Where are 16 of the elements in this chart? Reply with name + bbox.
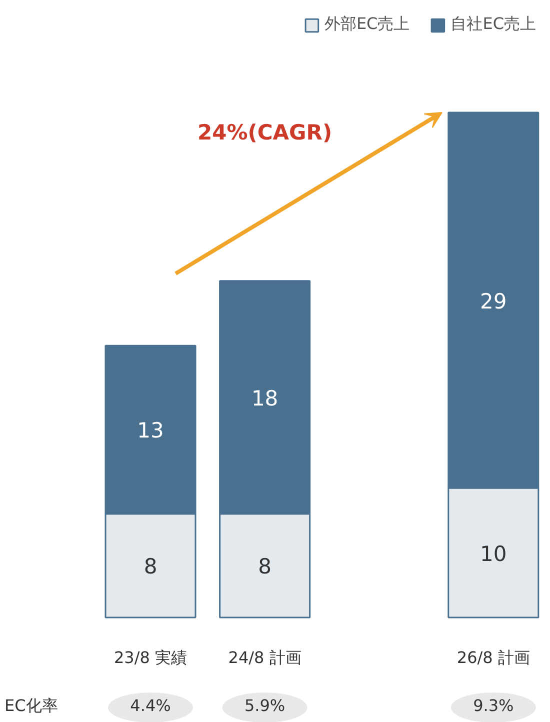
data-label: 8 xyxy=(144,554,158,579)
data-label: 18 xyxy=(251,386,278,410)
annotation: 24%(CAGR) xyxy=(198,120,332,144)
x-tick-label: 23/8 実績 xyxy=(114,648,188,667)
data-label: 8 xyxy=(258,554,272,579)
text: 5.9% xyxy=(244,696,286,715)
text: 4.4% xyxy=(130,696,171,715)
x-tick-label: 26/8 計画 xyxy=(456,648,530,667)
legend-label: 自社EC売上 xyxy=(450,14,536,35)
x-tick-label: 24/8 計画 xyxy=(228,648,302,667)
data-label: 10 xyxy=(480,542,507,566)
data-label: 13 xyxy=(137,418,164,443)
text: 9.3% xyxy=(473,696,514,715)
data-label: 29 xyxy=(480,289,507,314)
legend-label: 外部EC売上 xyxy=(324,14,410,35)
text: EC化率 xyxy=(4,696,58,715)
